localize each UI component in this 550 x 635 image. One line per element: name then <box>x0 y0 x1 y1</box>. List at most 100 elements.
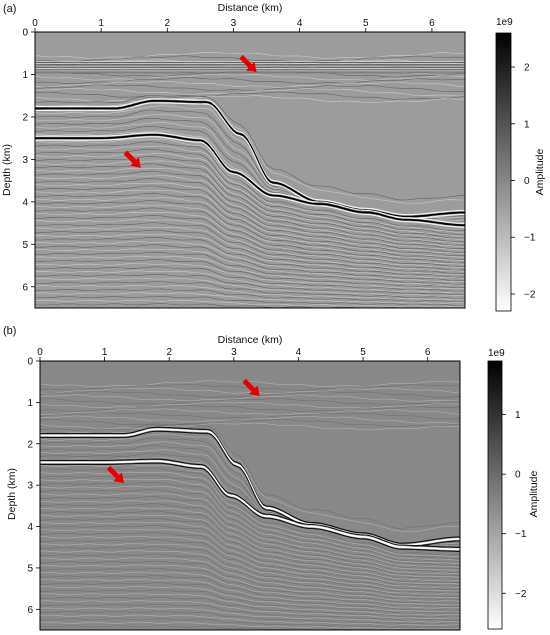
panel-a-y-tick-label: 3 <box>22 155 28 166</box>
panel-a-colorbar-label: Amplitude <box>534 149 546 196</box>
panel-a-horizon-2 <box>35 136 465 228</box>
panel-a-reflector-line <box>35 52 465 59</box>
panel-b-reflector-line <box>40 521 460 582</box>
panel-a-y-tick-label: 2 <box>22 112 28 123</box>
panel-b-colorbar-tick-label: 1 <box>515 410 521 421</box>
panel-b-y-tick-label: 5 <box>27 563 33 574</box>
panel-b-horizon-2 <box>40 462 460 552</box>
panel-b-reflector-line <box>40 405 460 412</box>
panel-a-colorbar-tick-label: −2 <box>524 289 536 300</box>
panel-b-reflector-line <box>40 503 460 573</box>
panel-a-y-tick-label: 0 <box>22 28 28 39</box>
panel-b-reflector-line <box>40 398 460 406</box>
panel-b-x-tick-label: 5 <box>360 347 366 358</box>
panel-a-arrow-2-head <box>130 157 141 168</box>
panel-a-y-ticks: 0 1 2 3 4 5 6 <box>22 28 35 293</box>
panel-b-reflector-line <box>40 618 460 628</box>
panel-b-reflector-line <box>40 489 460 566</box>
panel-b-reflector-line <box>40 557 460 599</box>
panel-a-reflector-line <box>35 77 465 85</box>
panel-b-y-tick-label: 2 <box>27 439 33 450</box>
panel-b-horizon-2 <box>40 460 460 551</box>
panel-a-reflector-line <box>35 255 465 286</box>
panel-b-x-tick-label: 4 <box>296 347 302 358</box>
panel-b-reflector-line <box>40 546 460 594</box>
panel-b-y-tick-label: 6 <box>27 605 33 616</box>
panel-a-y-tick-label: 6 <box>22 282 28 293</box>
panel-a-reflector-line <box>35 222 465 271</box>
panel-a-arrows <box>123 55 257 168</box>
panel-b-reflector-line <box>40 604 460 621</box>
panel-b-y-tick-label: 1 <box>27 398 33 409</box>
panel-b-y-tick-label: 0 <box>27 357 33 368</box>
panel-b-reflector-line <box>40 415 460 424</box>
panel-a-x-axis-title: Distance (km) <box>218 2 283 14</box>
panel-a-y-axis-title: Depth (km) <box>1 144 13 196</box>
panel-b-reflector-line <box>40 423 460 529</box>
panel-b-colorbar-label: Amplitude <box>528 471 540 518</box>
panel-b-reflector-line <box>40 517 460 580</box>
panel-a-reflector-line <box>35 219 465 269</box>
panel-b-arrows <box>106 378 260 484</box>
panel-b-reflector-line <box>40 539 460 590</box>
panel-a-reflector-line <box>35 182 465 251</box>
panel-a-reflector-line <box>35 303 448 308</box>
panel-b-reflector-line <box>40 579 460 609</box>
panel-b-reflector-line <box>40 514 460 578</box>
panel-b-reflector-line <box>40 408 460 416</box>
panel-b-reflector-line <box>40 507 460 575</box>
panel-b-reflector-line <box>40 422 460 431</box>
panel-a-reflector-line <box>35 88 465 97</box>
panel-a-horizon-2 <box>35 132 465 224</box>
panel-a-x-tick-label: 0 <box>32 18 38 29</box>
panel-b-reflector-line <box>40 607 460 623</box>
panel-b-y-tick-label: 4 <box>27 522 33 533</box>
panel-a-horizon-1 <box>35 99 465 218</box>
panel-a-reflector-line <box>35 229 465 274</box>
panel-a-reflector-line <box>35 285 465 301</box>
panel-a-colorbar-tick-label: 2 <box>524 63 530 74</box>
panel-b-arrow-1-head <box>249 385 260 397</box>
panel-a-x-tick-label: 3 <box>231 18 237 29</box>
panel-b-reflector-line <box>40 593 460 616</box>
panel-b-arrow-2-head <box>113 472 124 484</box>
panel-b-reflector-line <box>40 596 460 618</box>
panel-a-y-tick-label: 5 <box>22 240 28 251</box>
panel-a-reflector-line <box>35 91 465 100</box>
panel-a-reflector-line <box>35 263 465 290</box>
panel-b-reflector-line <box>40 589 460 615</box>
panel-b-reflector-line <box>40 622 460 630</box>
panel-a-reflector-line <box>35 185 465 253</box>
panel-b-reflector-line <box>40 479 460 561</box>
panel-a-reflector-line <box>35 55 465 63</box>
panel-a-reflector-line <box>35 270 465 293</box>
panel-b-reflector-line <box>40 614 460 626</box>
panel-b-reflector-line <box>40 391 460 398</box>
panel-a-colorbar-ticks: 2 1 0 −1 −2 <box>511 63 536 300</box>
panel-a-y-tick-label: 4 <box>22 197 28 208</box>
panel-b-horizons <box>40 426 460 552</box>
panel-a-reflector-line <box>35 200 465 260</box>
panel-a-x-tick-label: 2 <box>165 18 171 29</box>
panel-b-reflector-line <box>40 471 460 558</box>
panel-a-label: (a) <box>3 3 16 15</box>
panel-a-reflector-line <box>35 281 465 299</box>
panel-b-x-tick-label: 2 <box>166 347 172 358</box>
panel-b-x-tick-label: 1 <box>102 347 108 358</box>
panel-a-reflector-line <box>35 292 465 304</box>
panel-a-reflector-line <box>35 233 465 276</box>
panel-b-colorbar-tick-label: −1 <box>515 529 527 540</box>
panel-b-y-ticks: 0 1 2 3 4 5 6 <box>27 357 40 616</box>
panel-a-reflector-line <box>35 73 465 81</box>
panel-a-y-tick-label: 1 <box>22 70 28 81</box>
panel-b-x-ticks: 0 1 2 3 4 5 6 <box>37 347 431 361</box>
panel-b-reflector-line <box>40 387 460 394</box>
panel-a-reflector-line <box>35 226 465 272</box>
panel-a-reflector-line <box>35 248 465 283</box>
panel-a-reflector-line <box>35 178 465 249</box>
panel-a-horizon-2 <box>35 133 465 227</box>
panel-a-reflector-line <box>35 190 465 255</box>
panel-b-reflector-line <box>40 532 460 587</box>
panel-b-label: (b) <box>3 325 16 337</box>
